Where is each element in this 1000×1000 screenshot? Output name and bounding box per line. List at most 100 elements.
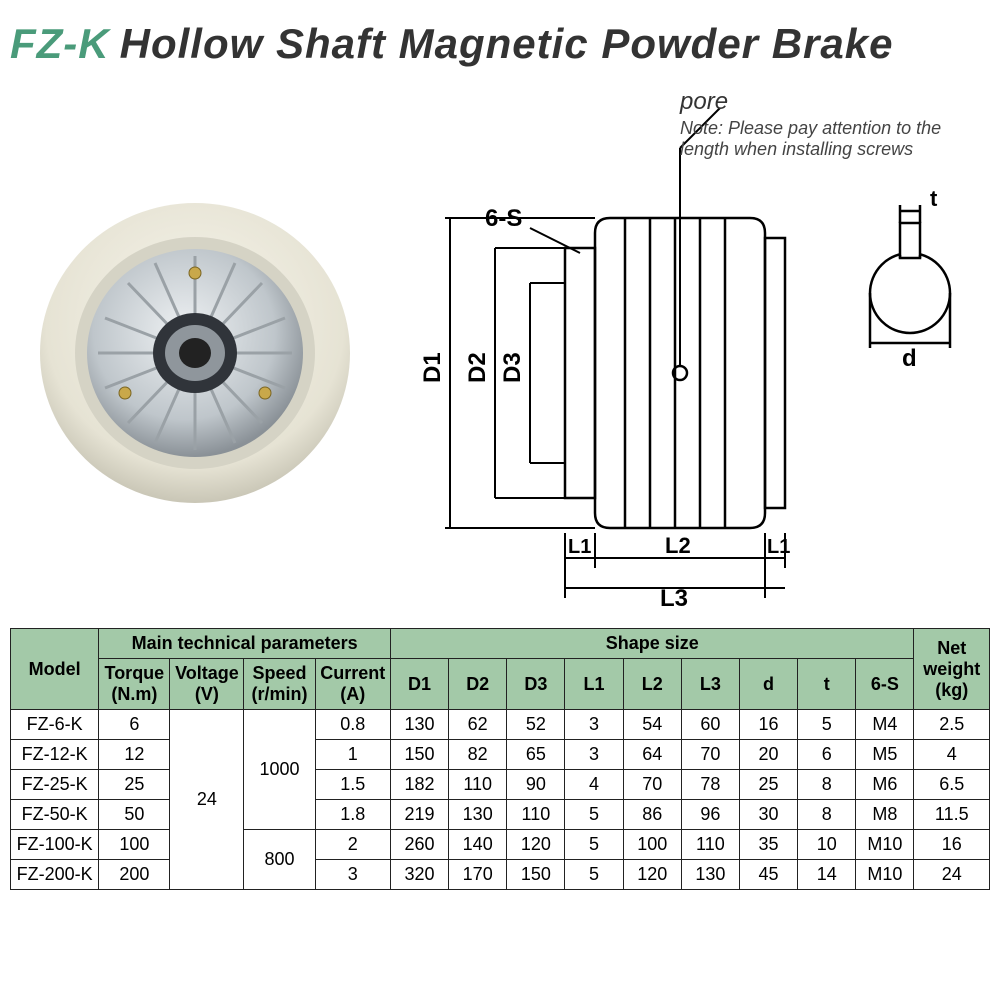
- table-row: FZ-6-K62410000.8130625235460165M42.5: [11, 710, 990, 740]
- label-l1-a: L1: [568, 536, 591, 558]
- table-cell: 170: [449, 860, 507, 890]
- table-cell: 52: [507, 710, 565, 740]
- th-shape-size: Shape size: [390, 629, 914, 659]
- table-cell: 50: [99, 800, 170, 830]
- table-cell: 70: [623, 770, 681, 800]
- table-cell: 78: [681, 770, 739, 800]
- table-cell: 35: [739, 830, 797, 860]
- th-voltage: Voltage (V): [170, 659, 244, 710]
- title-prefix: FZ-K: [10, 20, 110, 68]
- table-cell: 64: [623, 740, 681, 770]
- table-cell: 10: [798, 830, 856, 860]
- th-6S: 6-S: [856, 659, 914, 710]
- install-note: Note: Please pay attention to the length…: [680, 118, 960, 159]
- table-cell: 6.5: [914, 770, 990, 800]
- table-cell: 1: [315, 740, 390, 770]
- table-cell: 5: [565, 830, 623, 860]
- table-cell: 2: [315, 830, 390, 860]
- table-row: FZ-200-K200332017015051201304514M1024: [11, 860, 990, 890]
- label-d2: D2: [464, 352, 491, 383]
- table-cell: 110: [507, 800, 565, 830]
- table-cell: 62: [449, 710, 507, 740]
- table-cell: 82: [449, 740, 507, 770]
- page-title: FZ-K Hollow Shaft Magnetic Powder Brake: [10, 20, 990, 68]
- table-cell: 1.8: [315, 800, 390, 830]
- table-cell: 6: [99, 710, 170, 740]
- table-row: FZ-100-K100800226014012051001103510M1016: [11, 830, 990, 860]
- table-cell: 3: [315, 860, 390, 890]
- table-cell: FZ-100-K: [11, 830, 99, 860]
- technical-diagram: pore Note: Please pay attention to the l…: [410, 88, 990, 608]
- table-cell: 8: [798, 770, 856, 800]
- table-cell: 12: [99, 740, 170, 770]
- table-cell: 70: [681, 740, 739, 770]
- table-cell: M10: [856, 830, 914, 860]
- table-cell: 120: [507, 830, 565, 860]
- table-cell: 182: [390, 770, 448, 800]
- table-cell: 1000: [244, 710, 315, 830]
- th-D2: D2: [449, 659, 507, 710]
- label-d: d: [902, 345, 917, 372]
- th-t: t: [798, 659, 856, 710]
- spec-table: Model Main technical parameters Shape si…: [10, 628, 990, 890]
- table-cell: 100: [99, 830, 170, 860]
- th-L2: L2: [623, 659, 681, 710]
- table-cell: 800: [244, 830, 315, 890]
- label-t: t: [930, 186, 938, 211]
- table-cell: 14: [798, 860, 856, 890]
- table-cell: FZ-12-K: [11, 740, 99, 770]
- th-L3: L3: [681, 659, 739, 710]
- table-cell: 130: [449, 800, 507, 830]
- table-row: FZ-50-K501.821913011058696308M811.5: [11, 800, 990, 830]
- product-photo-placeholder: [10, 88, 390, 608]
- table-cell: FZ-6-K: [11, 710, 99, 740]
- pore-label: pore: [680, 88, 960, 116]
- table-cell: 110: [681, 830, 739, 860]
- table-cell: 130: [390, 710, 448, 740]
- title-main: Hollow Shaft Magnetic Powder Brake: [120, 20, 894, 68]
- table-cell: 260: [390, 830, 448, 860]
- table-cell: 130: [681, 860, 739, 890]
- table-cell: 4: [565, 770, 623, 800]
- table-cell: 0.8: [315, 710, 390, 740]
- table-cell: FZ-200-K: [11, 860, 99, 890]
- table-cell: 110: [449, 770, 507, 800]
- label-l3: L3: [660, 585, 688, 608]
- th-torque: Torque (N.m): [99, 659, 170, 710]
- table-cell: 65: [507, 740, 565, 770]
- table-cell: 3: [565, 710, 623, 740]
- table-cell: 150: [507, 860, 565, 890]
- th-D1: D1: [390, 659, 448, 710]
- table-cell: 219: [390, 800, 448, 830]
- th-d: d: [739, 659, 797, 710]
- table-cell: 100: [623, 830, 681, 860]
- table-cell: 96: [681, 800, 739, 830]
- table-cell: M4: [856, 710, 914, 740]
- label-d3: D3: [499, 352, 526, 383]
- table-cell: M8: [856, 800, 914, 830]
- table-cell: 6: [798, 740, 856, 770]
- table-cell: 4: [914, 740, 990, 770]
- th-L1: L1: [565, 659, 623, 710]
- table-cell: 20: [739, 740, 797, 770]
- th-model: Model: [11, 629, 99, 710]
- table-cell: 54: [623, 710, 681, 740]
- table-cell: 16: [914, 830, 990, 860]
- label-l2: L2: [665, 533, 691, 558]
- label-l1-b: L1: [767, 536, 790, 558]
- table-cell: 11.5: [914, 800, 990, 830]
- table-cell: 5: [565, 800, 623, 830]
- table-cell: M5: [856, 740, 914, 770]
- table-cell: 25: [739, 770, 797, 800]
- table-cell: FZ-50-K: [11, 800, 99, 830]
- table-row: FZ-25-K251.51821109047078258M66.5: [11, 770, 990, 800]
- table-cell: 320: [390, 860, 448, 890]
- diagram-note: pore Note: Please pay attention to the l…: [680, 88, 960, 159]
- table-cell: 24: [170, 710, 244, 890]
- label-d1: D1: [419, 352, 446, 383]
- table-cell: 3: [565, 740, 623, 770]
- table-cell: 86: [623, 800, 681, 830]
- table-cell: 90: [507, 770, 565, 800]
- table-cell: 25: [99, 770, 170, 800]
- table-cell: 5: [798, 710, 856, 740]
